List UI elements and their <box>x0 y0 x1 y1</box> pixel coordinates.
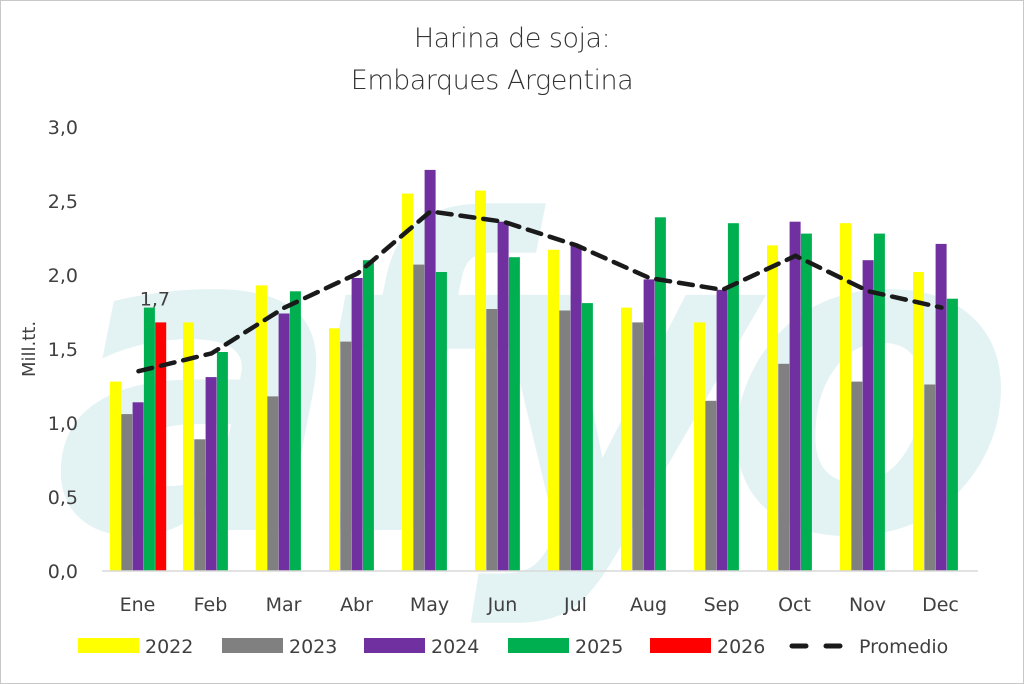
bar-2023-feb <box>194 439 206 571</box>
bar-2022-aug <box>621 307 632 571</box>
bar-2024-sep <box>716 289 728 571</box>
bar-2023-sep <box>705 400 717 571</box>
bar-2022-dec <box>913 272 924 571</box>
x-category-label: Nov <box>849 594 886 616</box>
x-category-label: Aug <box>630 594 667 616</box>
legend-item-2022: 2022 <box>78 636 193 658</box>
legend-swatch-2024 <box>364 638 425 653</box>
x-category-label: Jul <box>563 594 587 616</box>
bar-2024-may <box>424 169 436 571</box>
y-tick-label: 2,0 <box>48 265 78 287</box>
bar-2025-may <box>435 272 447 571</box>
legend-label-2025: 2025 <box>575 636 623 658</box>
bar-2022-sep <box>694 322 705 571</box>
bar-2023-may <box>413 264 425 571</box>
x-category-label: Abr <box>340 594 373 616</box>
legend-item-2024: 2024 <box>364 636 479 658</box>
bar-2025-feb <box>216 352 228 571</box>
bar-2025-sep <box>727 223 739 571</box>
legend-item-2023: 2023 <box>222 636 337 658</box>
legend-label-2024: 2024 <box>431 636 479 658</box>
bar-2023-abr <box>340 341 352 571</box>
bar-2025-abr <box>362 260 374 571</box>
y-tick-label: 0,0 <box>48 561 78 583</box>
y-axis-ticks: 0,0 0,5 1,0 1,5 2,0 2,5 3,0 <box>48 117 78 583</box>
legend-swatch-2025 <box>508 638 569 653</box>
data-labels: 1,7 <box>140 288 170 310</box>
y-tick-label: 1,5 <box>48 339 78 361</box>
bar-2025-jul <box>581 303 593 571</box>
x-category-label: Dec <box>922 594 959 616</box>
bar-2024-aug <box>643 279 655 571</box>
bar-2022-ene <box>110 381 121 571</box>
legend-label-2023: 2023 <box>289 636 337 658</box>
bar-2022-may <box>402 193 413 571</box>
y-tick-label: 2,5 <box>48 191 78 213</box>
bar-2024-mar <box>278 313 290 571</box>
legend-item-2026: 2026 <box>650 636 765 658</box>
bar-2025-mar <box>289 291 301 571</box>
legend-label-2022: 2022 <box>145 636 193 658</box>
legend-swatch-2026 <box>650 638 711 653</box>
bar-2025-aug <box>654 217 666 572</box>
bar-2024-jun <box>497 221 509 571</box>
legend: 2022 2023 2024 2025 2026 Promedio <box>78 636 948 658</box>
bar-2024-feb <box>205 377 217 571</box>
x-category-label: Mar <box>266 594 302 616</box>
legend-item-promedio: Promedio <box>789 636 948 658</box>
bar-2022-jul <box>548 249 559 572</box>
y-axis-label: Mill.tt. <box>19 321 40 377</box>
promedio-line <box>136 209 944 374</box>
bar-2023-dec <box>924 384 936 571</box>
legend-swatch-2023 <box>222 638 283 653</box>
bar-2023-ene <box>121 414 133 571</box>
bar-2022-nov <box>840 223 851 571</box>
bar-2025-ene <box>143 307 155 571</box>
x-category-label: Feb <box>194 594 228 616</box>
bar-2023-aug <box>632 322 644 571</box>
promedio-line-group <box>136 209 944 374</box>
bar-2022-mar <box>256 285 267 571</box>
legend-label-2026: 2026 <box>717 636 765 658</box>
bar-2022-feb <box>183 322 194 571</box>
y-tick-label: 3,0 <box>48 117 78 139</box>
bar-2023-jul <box>559 310 571 571</box>
bar-2024-dec <box>935 243 947 571</box>
bar-2022-abr <box>329 328 340 571</box>
bar-2023-oct <box>778 363 790 571</box>
bar-2025-dec <box>946 298 958 571</box>
bar-2024-nov <box>862 260 874 571</box>
bar-2025-jun <box>508 257 520 571</box>
bar-2023-nov <box>851 381 863 571</box>
x-category-label: May <box>410 594 449 616</box>
bars <box>110 169 958 572</box>
bar-2026-ene <box>155 322 167 571</box>
bar-2023-mar <box>267 396 279 571</box>
bar-2023-jun <box>486 309 498 571</box>
legend-label-promedio: Promedio <box>859 636 948 658</box>
data-label: 1,7 <box>140 288 170 310</box>
bar-2024-ene <box>132 402 144 571</box>
x-category-label: Sep <box>704 594 740 616</box>
x-category-label: Ene <box>120 594 156 616</box>
x-category-label: Oct <box>778 594 811 616</box>
bar-2024-oct <box>789 221 801 571</box>
bar-2024-abr <box>351 278 363 571</box>
legend-swatch-2022 <box>78 638 139 653</box>
bar-2022-jun <box>475 190 486 571</box>
bar-2024-jul <box>570 245 582 571</box>
x-axis-categories: Ene Feb Mar Abr May Jun Jul Aug Sep Oct Nov Dec <box>120 594 959 616</box>
bar-2025-oct <box>800 233 812 571</box>
bar-2022-oct <box>767 245 778 571</box>
chart-title-line-1: Harina de soja: <box>414 23 610 54</box>
bar-2025-nov <box>873 233 885 571</box>
y-tick-label: 1,0 <box>48 413 78 435</box>
x-category-label: Jun <box>487 594 518 616</box>
legend-item-2025: 2025 <box>508 636 623 658</box>
y-tick-label: 0,5 <box>48 487 78 509</box>
chart-title-line-2: Embarques Argentina <box>351 65 633 96</box>
